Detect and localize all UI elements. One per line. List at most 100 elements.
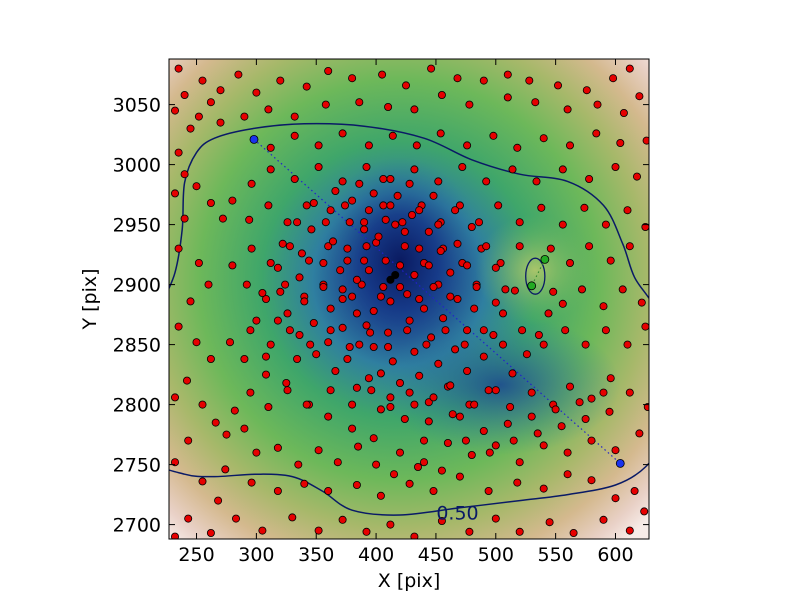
data-point-193 bbox=[362, 242, 371, 251]
x-tick-label-7: 600 bbox=[597, 544, 633, 566]
y-axis-label: Y [pix] bbox=[79, 268, 101, 330]
data-point-286 bbox=[336, 266, 345, 275]
data-point-83 bbox=[630, 486, 639, 495]
data-point-230 bbox=[266, 165, 275, 174]
data-point-392 bbox=[302, 400, 311, 409]
data-point-184 bbox=[261, 294, 270, 303]
data-point-85 bbox=[587, 476, 596, 485]
data-point-367 bbox=[522, 350, 531, 359]
data-point-344 bbox=[451, 206, 460, 215]
data-point-206 bbox=[625, 242, 634, 251]
data-point-337 bbox=[479, 352, 488, 361]
data-point-100 bbox=[222, 430, 231, 439]
data-point-371 bbox=[455, 412, 464, 421]
y-tick-label-5: 2950 bbox=[113, 215, 161, 237]
data-point-343 bbox=[467, 222, 476, 231]
data-point-284 bbox=[360, 225, 369, 234]
data-point-74 bbox=[437, 517, 446, 526]
data-point-212 bbox=[537, 203, 546, 212]
data-point-136 bbox=[386, 402, 395, 411]
data-point-292 bbox=[427, 333, 436, 342]
data-point-45 bbox=[206, 198, 215, 207]
data-point-259 bbox=[314, 141, 323, 150]
data-point-384 bbox=[605, 407, 614, 416]
data-point-313 bbox=[463, 326, 472, 335]
data-point-38 bbox=[240, 112, 249, 121]
data-point-52 bbox=[174, 322, 183, 331]
data-point-213 bbox=[515, 218, 524, 227]
data-point-148 bbox=[306, 340, 315, 349]
data-point-183 bbox=[281, 280, 290, 289]
data-point-35 bbox=[321, 100, 330, 109]
data-point-340 bbox=[501, 285, 510, 294]
data-point-390 bbox=[348, 424, 357, 433]
x-tick-label-0: 250 bbox=[178, 544, 214, 566]
data-point-161 bbox=[561, 326, 570, 335]
data-point-298 bbox=[407, 210, 416, 219]
data-point-294 bbox=[446, 292, 455, 301]
data-point-111 bbox=[372, 460, 381, 469]
data-point-305 bbox=[326, 304, 335, 313]
data-point-67 bbox=[258, 526, 267, 535]
data-point-361 bbox=[400, 414, 409, 423]
data-point-29 bbox=[503, 93, 512, 102]
data-point-315 bbox=[472, 282, 481, 291]
data-point-316 bbox=[463, 261, 472, 270]
data-point-222 bbox=[340, 201, 349, 210]
data-point-152 bbox=[384, 342, 393, 351]
data-point-164 bbox=[623, 340, 632, 349]
data-point-242 bbox=[558, 165, 567, 174]
data-point-5 bbox=[186, 124, 195, 133]
data-point-7 bbox=[234, 70, 243, 79]
data-point-145 bbox=[246, 326, 255, 335]
data-point-297 bbox=[424, 227, 433, 236]
data-point-200 bbox=[496, 258, 505, 267]
data-point-41 bbox=[174, 148, 183, 157]
data-point-44 bbox=[192, 182, 201, 191]
data-point-6 bbox=[216, 86, 225, 95]
data-point-99 bbox=[221, 465, 230, 474]
data-point-353 bbox=[273, 263, 282, 272]
data-point-98 bbox=[247, 478, 256, 487]
data-point-283 bbox=[381, 215, 390, 224]
data-point-398 bbox=[293, 354, 302, 363]
data-point-170 bbox=[558, 299, 567, 308]
data-point-216 bbox=[455, 201, 464, 210]
data-point-394 bbox=[261, 352, 270, 361]
data-point-309 bbox=[395, 378, 404, 387]
data-point-220 bbox=[379, 201, 388, 210]
data-point-295 bbox=[446, 268, 455, 277]
data-point-105 bbox=[252, 448, 261, 457]
data-point-139 bbox=[326, 386, 335, 395]
data-point-291 bbox=[410, 347, 419, 356]
data-point-51 bbox=[186, 297, 195, 306]
data-point-257 bbox=[364, 141, 373, 150]
data-point-191 bbox=[324, 242, 333, 251]
data-point-168 bbox=[599, 302, 608, 311]
data-point-11 bbox=[324, 67, 333, 76]
data-point-356 bbox=[295, 330, 304, 339]
data-point-391 bbox=[324, 412, 333, 421]
data-point-134 bbox=[424, 398, 433, 407]
data-point-122 bbox=[635, 429, 644, 438]
data-point-8 bbox=[252, 88, 261, 97]
data-point-102 bbox=[246, 388, 255, 397]
data-point-59 bbox=[184, 436, 193, 445]
data-point-157 bbox=[479, 326, 488, 335]
density-peak-secondary bbox=[380, 315, 620, 455]
x-tick-label-3: 400 bbox=[358, 544, 394, 566]
data-point-28 bbox=[531, 98, 540, 107]
data-point-250 bbox=[539, 134, 548, 143]
data-point-278 bbox=[419, 304, 428, 313]
data-point-143 bbox=[240, 354, 249, 363]
data-point-72 bbox=[386, 520, 395, 529]
data-point-327 bbox=[300, 297, 309, 306]
data-point-23 bbox=[625, 64, 634, 73]
data-point-246 bbox=[642, 136, 649, 145]
data-point-169 bbox=[578, 285, 587, 294]
data-point-239 bbox=[482, 177, 491, 186]
data-point-201 bbox=[515, 242, 524, 251]
data-point-123 bbox=[643, 403, 649, 411]
data-point-374 bbox=[527, 412, 536, 421]
data-point-142 bbox=[261, 370, 270, 379]
